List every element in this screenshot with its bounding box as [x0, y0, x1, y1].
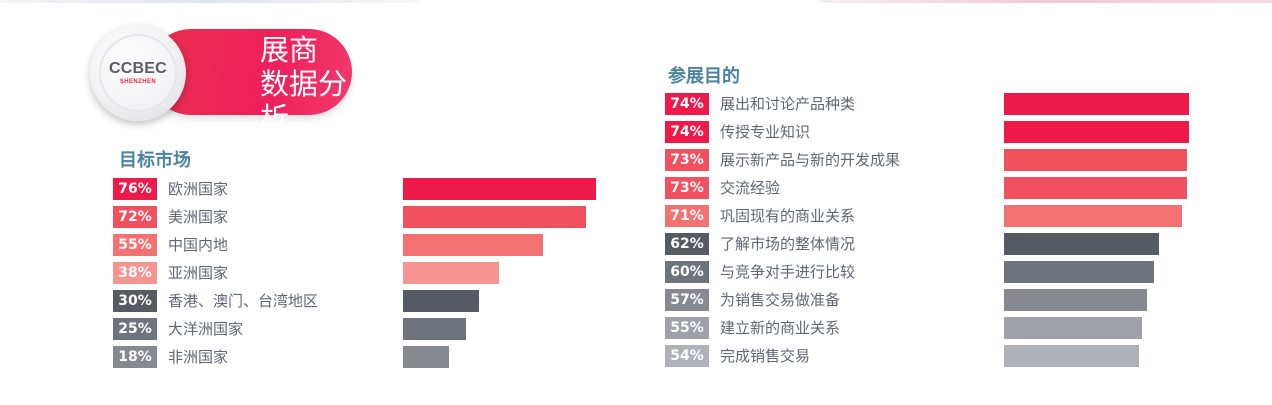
chart-title-purpose: 参展目的 — [668, 66, 740, 87]
chart-row: 57% 为销售交易做准备 — [665, 289, 965, 311]
logo-badge: CCBEC SHENZHEN — [90, 25, 186, 121]
bar — [403, 178, 596, 200]
chart-row: 72% 美洲国家 — [113, 206, 413, 228]
chart-row: 55% 建立新的商业关系 — [665, 317, 965, 339]
category-label: 了解市场的整体情况 — [720, 235, 856, 253]
bar — [1004, 149, 1187, 171]
bar — [403, 346, 449, 368]
chart-row: 73% 交流经验 — [665, 177, 965, 199]
percent-label: 74% — [665, 93, 709, 115]
category-label: 亚洲国家 — [168, 264, 229, 282]
top-decoration-left — [0, 0, 420, 3]
percent-label: 55% — [665, 317, 709, 339]
percent-label: 30% — [113, 290, 157, 312]
percent-label: 71% — [665, 205, 709, 227]
logo-badge-inner: CCBEC SHENZHEN — [99, 34, 177, 112]
percent-label: 55% — [113, 234, 157, 256]
percent-label: 74% — [665, 121, 709, 143]
bar — [1004, 205, 1182, 227]
category-label: 展出和讨论产品种类 — [720, 95, 856, 113]
percent-label: 54% — [665, 345, 709, 367]
bar — [403, 206, 586, 228]
category-label: 大洋洲国家 — [168, 320, 244, 338]
chart-title-target-market: 目标市场 — [119, 150, 191, 171]
logo-title: 展商 数据分析 — [260, 33, 352, 135]
percent-label: 18% — [113, 346, 157, 368]
bar — [1004, 121, 1189, 143]
percent-label: 60% — [665, 261, 709, 283]
category-label: 香港、澳门、台湾地区 — [168, 292, 319, 310]
chart-row: 18% 非洲国家 — [113, 346, 413, 368]
bar — [1004, 233, 1159, 255]
bar — [403, 290, 479, 312]
percent-label: 38% — [113, 262, 157, 284]
category-label: 建立新的商业关系 — [720, 319, 841, 337]
category-label: 非洲国家 — [168, 348, 229, 366]
logo-title-line2: 数据分析 — [260, 67, 348, 135]
chart-row: 62% 了解市场的整体情况 — [665, 233, 965, 255]
bar — [1004, 261, 1154, 283]
logo-brand: CCBEC — [109, 60, 167, 77]
percent-label: 76% — [113, 178, 157, 200]
bar — [1004, 177, 1187, 199]
category-label: 巩固现有的商业关系 — [720, 207, 856, 225]
percent-label: 25% — [113, 318, 157, 340]
percent-label: 72% — [113, 206, 157, 228]
bar — [403, 234, 543, 256]
chart-row: 60% 与竞争对手进行比较 — [665, 261, 965, 283]
logo-sub: SHENZHEN — [119, 79, 157, 85]
percent-label: 73% — [665, 177, 709, 199]
category-label: 交流经验 — [720, 179, 781, 197]
chart-row: 38% 亚洲国家 — [113, 262, 413, 284]
chart-row: 71% 巩固现有的商业关系 — [665, 205, 965, 227]
percent-label: 62% — [665, 233, 709, 255]
chart-row: 54% 完成销售交易 — [665, 345, 965, 367]
bar — [1004, 93, 1189, 115]
bar — [1004, 289, 1147, 311]
ccbec-logo: 展商 数据分析 CCBEC SHENZHEN — [86, 25, 352, 135]
category-label: 美洲国家 — [168, 208, 229, 226]
chart-row: 55% 中国内地 — [113, 234, 413, 256]
category-label: 欧洲国家 — [168, 180, 229, 198]
percent-label: 57% — [665, 289, 709, 311]
category-label: 中国内地 — [168, 236, 229, 254]
percent-label: 73% — [665, 149, 709, 171]
bar — [403, 262, 499, 284]
logo-title-line1: 展商 — [260, 33, 319, 67]
chart-row: 30% 香港、澳门、台湾地区 — [113, 290, 413, 312]
category-label: 传授专业知识 — [720, 123, 811, 141]
bar — [1004, 317, 1142, 339]
category-label: 与竞争对手进行比较 — [720, 263, 856, 281]
chart-row: 74% 展出和讨论产品种类 — [665, 93, 965, 115]
chart-row: 74% 传授专业知识 — [665, 121, 965, 143]
chart-row: 76% 欧洲国家 — [113, 178, 413, 200]
category-label: 完成销售交易 — [720, 347, 811, 365]
chart-row: 25% 大洋洲国家 — [113, 318, 413, 340]
bar — [403, 318, 466, 340]
chart-row: 73% 展示新产品与新的开发成果 — [665, 149, 965, 171]
bar — [1004, 345, 1139, 367]
category-label: 展示新产品与新的开发成果 — [720, 151, 901, 169]
category-label: 为销售交易做准备 — [720, 291, 841, 309]
top-decoration-right — [820, 0, 1272, 3]
